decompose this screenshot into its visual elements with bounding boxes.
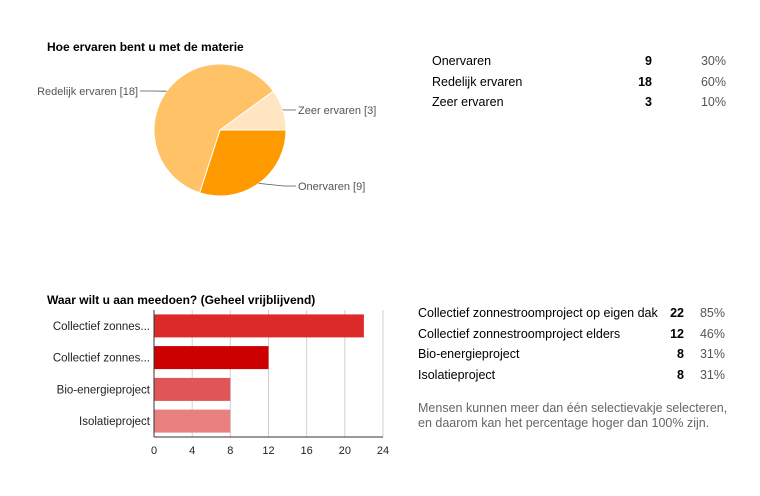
pie-summary-table: Onervaren 9 30% Redelijk ervaren 18 60% Zeer e… xyxy=(432,51,726,113)
summary-label: Bio-energieproject xyxy=(418,347,520,362)
bar-summary-table: Collectief zonnestroomproject op eigen d… xyxy=(418,303,725,385)
summary-count: 8 xyxy=(677,367,684,382)
summary-label: Redelijk ervaren xyxy=(432,74,523,89)
summary-label: Zeer ervaren xyxy=(432,95,504,110)
summary-percent: 46% xyxy=(699,326,725,341)
pie-slice xyxy=(198,129,287,197)
bar-chart-title: Waar wilt u aan meedoen? (Geheel vrijbli… xyxy=(47,293,316,307)
summary-percent: 10% xyxy=(700,95,726,110)
x-tick-label: 24 xyxy=(377,445,389,457)
x-tick-label: 16 xyxy=(301,445,313,457)
x-tick-label: 0 xyxy=(151,445,157,457)
x-tick-label: 12 xyxy=(262,445,274,457)
summary-percent: 31% xyxy=(699,367,725,382)
bar xyxy=(154,346,269,370)
summary-count: 8 xyxy=(677,347,684,362)
summary-count: 18 xyxy=(638,74,652,89)
summary-count: 3 xyxy=(645,95,652,110)
summary-count: 9 xyxy=(645,54,652,69)
summary-label: Onervaren xyxy=(432,54,492,69)
summary-row: Onervaren 9 30% xyxy=(432,51,726,72)
summary-percent: 60% xyxy=(700,74,726,89)
summary-row: Collectief zonnestroomproject elders 12 46… xyxy=(418,324,725,345)
category-label: Collectief zonnes... xyxy=(53,353,150,365)
summary-row: Redelijk ervaren 18 60% xyxy=(432,72,726,93)
pie-slice xyxy=(153,63,275,194)
summary-count: 22 xyxy=(670,306,684,321)
multiple-selection-note: Mensen kunnen meer dan één selectievakje… xyxy=(418,401,728,430)
summary-count: 12 xyxy=(670,326,684,341)
bar xyxy=(154,377,231,401)
bar xyxy=(154,314,364,338)
summary-row: Collectief zonnestroomproject op eigen d… xyxy=(418,303,725,324)
category-label: Bio-energieproject xyxy=(57,384,151,396)
summary-percent: 85% xyxy=(699,306,725,321)
x-tick-label: 20 xyxy=(339,445,351,457)
pie-slice-label: Redelijk ervaren [18] xyxy=(37,86,138,98)
pie-slice-label: Onervaren [9] xyxy=(298,181,365,193)
pie-slice-label: Zeer ervaren [3] xyxy=(298,105,376,117)
summary-row: Isolatieproject 8 31% xyxy=(418,365,725,386)
pie-leader-line xyxy=(258,183,296,187)
category-label: Collectief zonnes... xyxy=(53,321,150,333)
pie-chart-title: Hoe ervaren bent u met de materie xyxy=(47,40,244,54)
bar xyxy=(154,409,231,433)
summary-label: Isolatieproject xyxy=(418,367,496,382)
x-tick-label: 8 xyxy=(227,445,233,457)
pie-slice xyxy=(218,90,287,131)
summary-row: Zeer ervaren 3 10% xyxy=(432,92,726,113)
summary-percent: 30% xyxy=(700,54,726,69)
summary-percent: 31% xyxy=(699,347,725,362)
summary-row: Bio-energieproject 8 31% xyxy=(418,344,725,365)
summary-label: Collectief zonnestroomproject op eigen d… xyxy=(418,306,658,321)
summary-label: Collectief zonnestroomproject elders xyxy=(418,326,621,341)
x-tick-label: 4 xyxy=(189,445,195,457)
category-label: Isolatieproject xyxy=(79,416,151,428)
